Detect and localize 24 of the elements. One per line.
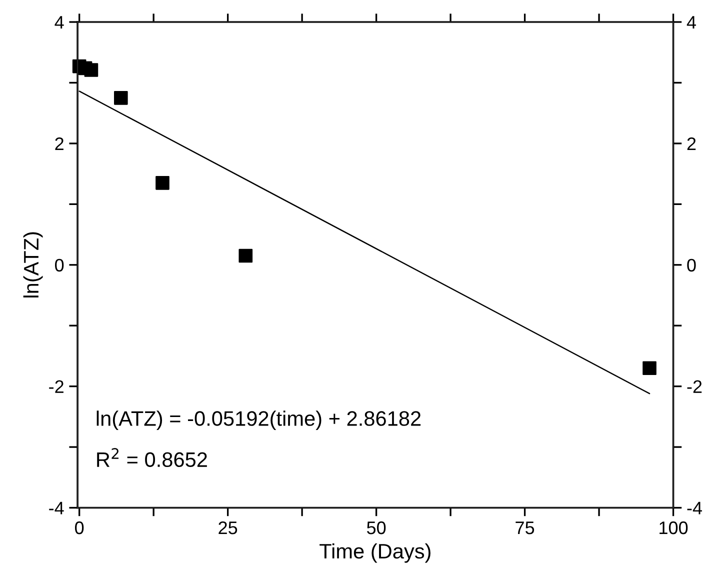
- annotation: ln(ATZ) = -0.05192(time) + 2.86182: [96, 410, 421, 430]
- point: [238, 248, 253, 263]
- x-tick-label: 25: [218, 521, 238, 534]
- point: [114, 91, 128, 105]
- x-tick-label: 50: [366, 521, 386, 534]
- y2-tick-label: 4: [686, 16, 696, 29]
- x-axis-title: Time (Days): [320, 543, 430, 563]
- y2-tick-label: 2: [687, 137, 696, 150]
- y-tick-label: 0: [55, 258, 64, 272]
- y-tick-label: -4: [49, 502, 64, 514]
- x-tick-label: 75: [516, 522, 534, 534]
- y2-tick-label: -4: [687, 502, 702, 514]
- annotation: R$^{2}$ = 0.8652: [97, 448, 207, 468]
- point: [84, 63, 98, 77]
- y-tick-label: 4: [54, 16, 64, 29]
- y-axis-title: ln(ATZ): [23, 232, 43, 298]
- x-tick-label: 100: [660, 521, 688, 534]
- point: [156, 176, 170, 190]
- point: [642, 361, 656, 376]
- y2-tick-label: -2: [687, 380, 702, 393]
- y-tick-label: 2: [55, 137, 64, 150]
- y2-tick-label: 0: [687, 258, 696, 272]
- y-tick-label: -2: [49, 380, 64, 393]
- x-tick-label: 0: [75, 521, 84, 534]
